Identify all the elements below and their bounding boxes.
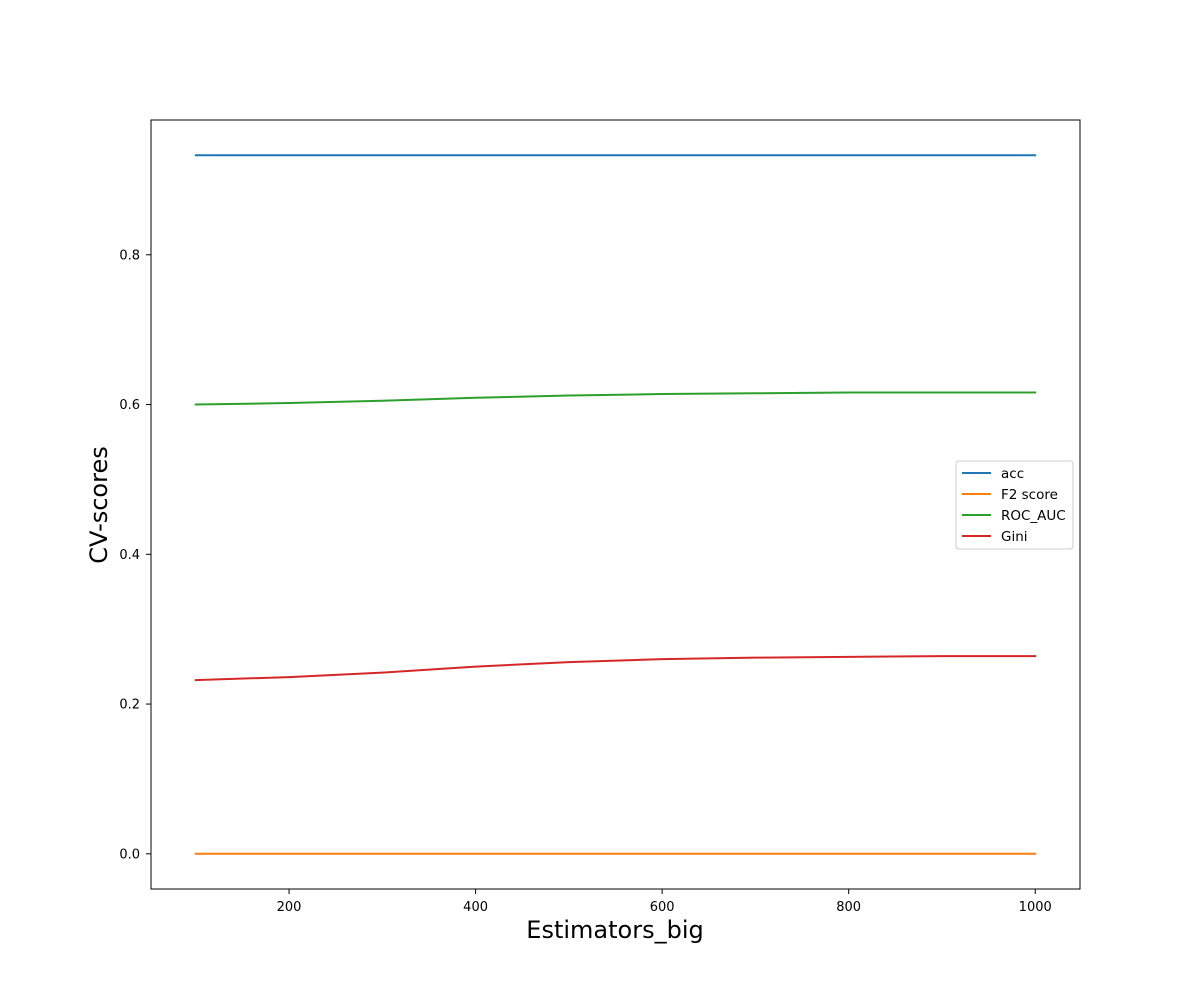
x-axis-ticks: 200 400 600 800 1000 [277, 889, 1052, 915]
legend-label-acc: acc [1001, 466, 1024, 482]
x-tick-label: 600 [650, 900, 675, 915]
legend-label-gini: Gini [1001, 529, 1028, 545]
x-tick-label: 1000 [1019, 900, 1052, 915]
series-line-gini [194, 655, 1037, 682]
legend: acc F2 score ROC_AUC Gini [955, 460, 1074, 550]
y-tick-label: 0.8 [119, 248, 140, 263]
plot-frame [150, 119, 1081, 890]
x-tick-label: 800 [836, 900, 861, 915]
y-axis-label: CV-scores [85, 446, 113, 563]
y-tick-label: 0.2 [119, 698, 140, 713]
plot-area [151, 120, 1080, 889]
y-tick-label: 0.6 [119, 398, 140, 413]
series-layer [194, 154, 1037, 855]
legend-entries: acc F2 score ROC_AUC Gini [962, 466, 1066, 545]
y-tick-label: 0.4 [119, 548, 140, 563]
legend-label-f2-score: F2 score [1001, 487, 1058, 503]
y-tick-label: 0.0 [119, 847, 140, 862]
legend-label-roc-auc: ROC_AUC [1001, 508, 1066, 524]
x-tick-label: 400 [463, 900, 488, 915]
x-axis-label: Estimators_big [526, 916, 703, 944]
x-tick-label: 200 [277, 900, 302, 915]
y-axis-ticks: 0.0 0.2 0.4 0.6 0.8 [119, 248, 151, 862]
legend-box [955, 460, 1074, 550]
series-line-roc-auc [194, 391, 1037, 406]
